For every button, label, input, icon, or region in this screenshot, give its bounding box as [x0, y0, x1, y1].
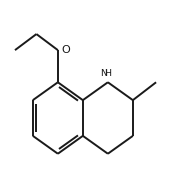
Text: O: O: [61, 45, 70, 55]
Text: N: N: [100, 69, 107, 78]
Text: H: H: [104, 69, 111, 78]
